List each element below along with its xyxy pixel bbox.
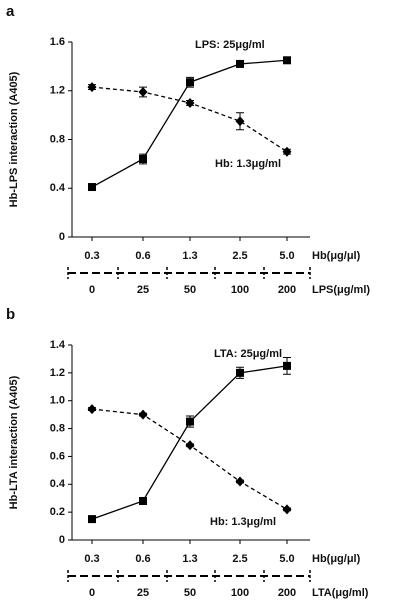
- x2-tick-label: 50: [184, 284, 196, 296]
- x-tick-label: 1.3: [182, 553, 197, 565]
- marker: [186, 78, 194, 87]
- x-axis-label: Hb(μg/μl): [312, 553, 361, 565]
- panel-label: a: [6, 3, 15, 20]
- y-tick-label: 0: [59, 231, 65, 243]
- y-tick-label: 0.2: [50, 506, 65, 518]
- marker: [87, 404, 97, 415]
- x-tick-label: 0.6: [135, 553, 150, 565]
- x-axis-label: Hb(μg/μl): [312, 250, 361, 262]
- x-tick-label: 5.0: [279, 553, 294, 565]
- y-tick-label: 0.6: [50, 450, 65, 462]
- y-axis-label: Hb-LTA interaction (A405): [8, 375, 20, 509]
- y-tick-label: 1.2: [50, 85, 65, 97]
- series-label: LTA: 25μg/ml: [214, 348, 282, 360]
- y-tick-label: 0.8: [50, 422, 65, 434]
- marker: [235, 476, 245, 487]
- y-tick-label: 1.6: [50, 36, 65, 48]
- series-line: [91, 86, 288, 153]
- marker: [282, 504, 292, 515]
- x2-tick-label: 100: [231, 284, 249, 296]
- marker: [236, 59, 244, 68]
- marker: [139, 497, 147, 505]
- marker: [283, 56, 291, 65]
- y-tick-label: 0: [59, 534, 65, 546]
- series-label: Hb: 1.3μg/ml: [215, 158, 281, 170]
- x-tick-label: 0.6: [135, 250, 150, 262]
- marker: [283, 361, 291, 370]
- marker: [139, 155, 147, 163]
- y-axis-label: Hb-LPS interaction (A405): [8, 71, 20, 207]
- x-tick-label: 2.5: [232, 250, 247, 262]
- x-tick-label: 0.3: [84, 250, 99, 262]
- y-tick-label: 1.0: [50, 395, 65, 407]
- marker: [87, 82, 97, 93]
- marker: [186, 417, 194, 426]
- marker: [185, 440, 195, 451]
- y-tick-label: 0.4: [50, 182, 66, 194]
- marker: [185, 97, 195, 108]
- x2-tick-label: 100: [231, 587, 249, 599]
- x2-axis-label: LPS(μg/ml): [312, 284, 370, 296]
- x2-tick-label: 25: [137, 284, 149, 296]
- y-tick-label: 0.4: [50, 478, 66, 490]
- marker: [138, 86, 148, 97]
- marker: [236, 368, 244, 377]
- x2-tick-label: 50: [184, 587, 196, 599]
- marker: [138, 409, 148, 420]
- x2-tick-label: 200: [278, 284, 296, 296]
- x2-tick-label: 0: [89, 284, 95, 296]
- series-label: LPS: 25μg/ml: [195, 39, 265, 51]
- x-tick-label: 5.0: [279, 250, 294, 262]
- marker: [88, 515, 96, 524]
- marker: [88, 183, 96, 192]
- y-tick-label: 1.4: [50, 339, 66, 351]
- x2-tick-label: 200: [278, 587, 296, 599]
- x2-tick-label: 25: [137, 587, 149, 599]
- x-tick-label: 0.3: [84, 553, 99, 565]
- x2-tick-label: 0: [89, 587, 95, 599]
- x-tick-label: 1.3: [182, 250, 197, 262]
- x2-axis-label: LTA(μg/ml): [312, 587, 369, 599]
- y-tick-label: 1.2: [50, 367, 65, 379]
- marker: [282, 146, 292, 157]
- y-tick-label: 0.8: [50, 133, 65, 145]
- marker: [235, 116, 245, 127]
- series-label: Hb: 1.3μg/ml: [210, 516, 276, 528]
- x-tick-label: 2.5: [232, 553, 247, 565]
- panel-label: b: [6, 306, 15, 323]
